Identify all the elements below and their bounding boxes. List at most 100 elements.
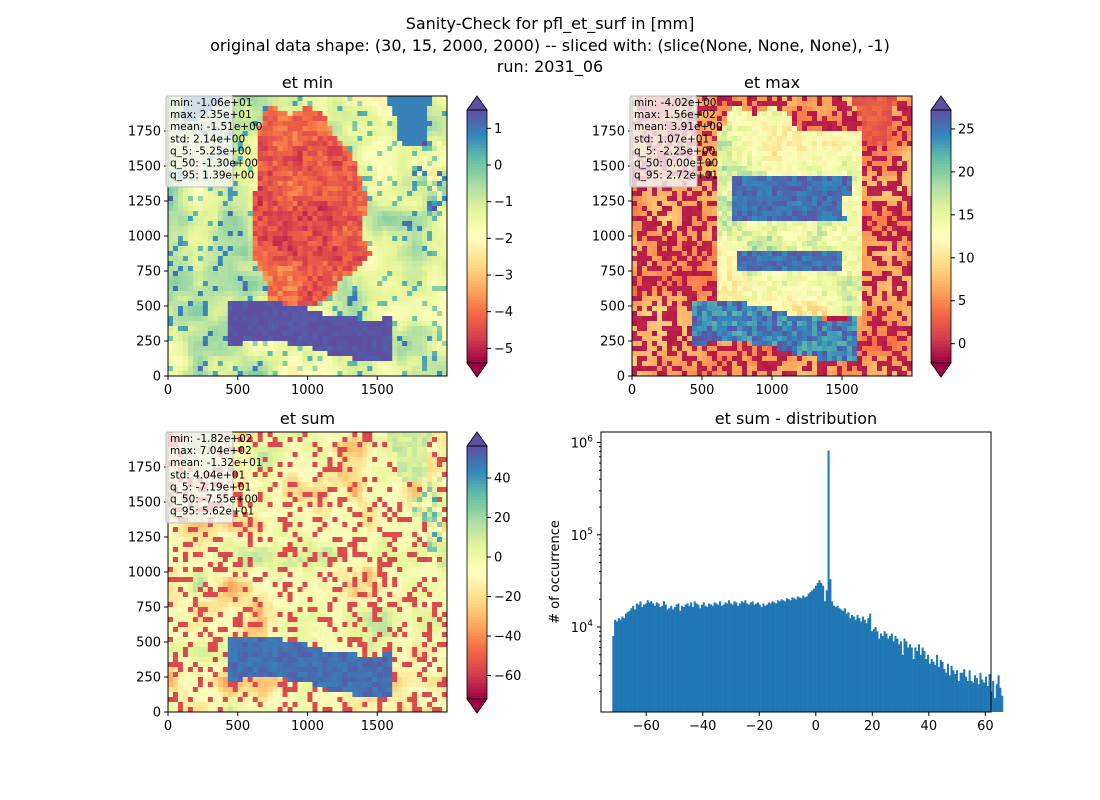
heatmap-cell [887, 131, 893, 137]
heatmap-cell [637, 216, 643, 222]
heatmap-cell [832, 201, 838, 207]
heatmap-cell [877, 191, 883, 197]
heatmap-cell [417, 291, 423, 297]
heatmap-cell [337, 321, 343, 327]
heatmap-cell [367, 306, 373, 312]
heatmap-cell [397, 216, 403, 222]
heatmap-cell [752, 181, 758, 187]
heatmap-cell [397, 231, 403, 237]
heatmap-cell [317, 146, 323, 152]
heatmap-cell [302, 101, 308, 107]
heatmap-cell [392, 306, 398, 312]
heatmap-cell [367, 301, 373, 307]
heatmap-cell [192, 241, 199, 247]
heatmap-cell [817, 216, 823, 222]
heatmap-cell [387, 151, 393, 157]
heatmap-cell [357, 201, 363, 207]
heatmap-cell [887, 141, 893, 147]
heatmap-cell [807, 231, 813, 237]
heatmap-cell [692, 201, 698, 207]
heatmap-cell [232, 291, 239, 297]
heatmap-cell [277, 136, 283, 142]
heatmap-cell [417, 306, 423, 312]
heatmap-cell [177, 261, 184, 267]
heatmap-cell [867, 226, 873, 232]
heatmap-cell [432, 166, 438, 172]
heatmap-cell [292, 336, 298, 342]
heatmap-cell [887, 96, 893, 102]
heatmap-cell [377, 96, 383, 102]
heatmap-cell [272, 166, 278, 172]
heatmap-cell [212, 221, 219, 227]
heatmap-cell [207, 316, 214, 322]
heatmap-cell [762, 191, 768, 197]
heatmap-cell [182, 216, 189, 222]
heatmap-cell [897, 96, 903, 102]
heatmap-cell [632, 206, 638, 212]
heatmap-cell [307, 226, 313, 232]
heatmap-cell [182, 281, 189, 287]
heatmap-cell [862, 146, 868, 152]
heatmap-cell [742, 216, 748, 222]
heatmap-cell [727, 106, 733, 112]
heatmap-cell [192, 371, 199, 377]
heatmap-cell [807, 211, 813, 217]
heatmap-cell [237, 141, 244, 147]
heatmap-cell [772, 161, 778, 167]
heatmap-cell [247, 251, 254, 257]
heatmap-cell [217, 326, 224, 332]
heatmap-cell [667, 186, 673, 192]
heatmap-cell [297, 126, 303, 132]
heatmap-cell [297, 206, 303, 212]
heatmap-cell [372, 321, 378, 327]
heatmap-cell [427, 266, 433, 272]
heatmap-cell [242, 101, 249, 107]
heatmap-cell [847, 236, 853, 242]
heatmap-cell [772, 116, 778, 122]
heatmap-cell [322, 176, 328, 182]
heatmap-cell [872, 141, 878, 147]
heatmap-cell [797, 96, 803, 102]
heatmap-cell [332, 351, 338, 357]
heatmap-cell [757, 231, 763, 237]
heatmap-cell [902, 136, 908, 142]
heatmap-cell [897, 201, 903, 207]
heatmap-cell [782, 246, 788, 252]
heatmap-cell [422, 166, 428, 172]
heatmap-cell [322, 291, 328, 297]
heatmap-cell [317, 301, 323, 307]
heatmap-cell [177, 326, 184, 332]
heatmap-cell [752, 161, 758, 167]
heatmap-cell [902, 206, 908, 212]
heatmap-cell [332, 356, 338, 362]
heatmap-cell [897, 121, 903, 127]
colorbar-step [467, 122, 487, 127]
heatmap-cell [417, 136, 423, 142]
heatmap-cell [407, 286, 413, 292]
heatmap-cell [307, 271, 313, 277]
heatmap-cell [237, 366, 244, 372]
heatmap-cell [882, 186, 888, 192]
heatmap-cell [822, 106, 828, 112]
heatmap-cell [632, 226, 638, 232]
heatmap-cell [342, 121, 348, 127]
heatmap-cell [322, 231, 328, 237]
heatmap-cell [392, 96, 398, 102]
heatmap-cell [257, 106, 264, 112]
heatmap-cell [677, 241, 683, 247]
heatmap-cell [787, 151, 793, 157]
heatmap-cell [237, 196, 244, 202]
heatmap-cell [172, 201, 179, 207]
heatmap-cell [392, 291, 398, 297]
heatmap-cell [772, 121, 778, 127]
heatmap-cell [212, 216, 219, 222]
heatmap-cell [272, 186, 278, 192]
heatmap-cell [172, 216, 179, 222]
heatmap-cell [307, 166, 313, 172]
heatmap-cell [817, 236, 823, 242]
heatmap-cell [402, 201, 408, 207]
heatmap-cell [357, 161, 363, 167]
heatmap-cell [897, 191, 903, 197]
heatmap-cell [767, 216, 773, 222]
